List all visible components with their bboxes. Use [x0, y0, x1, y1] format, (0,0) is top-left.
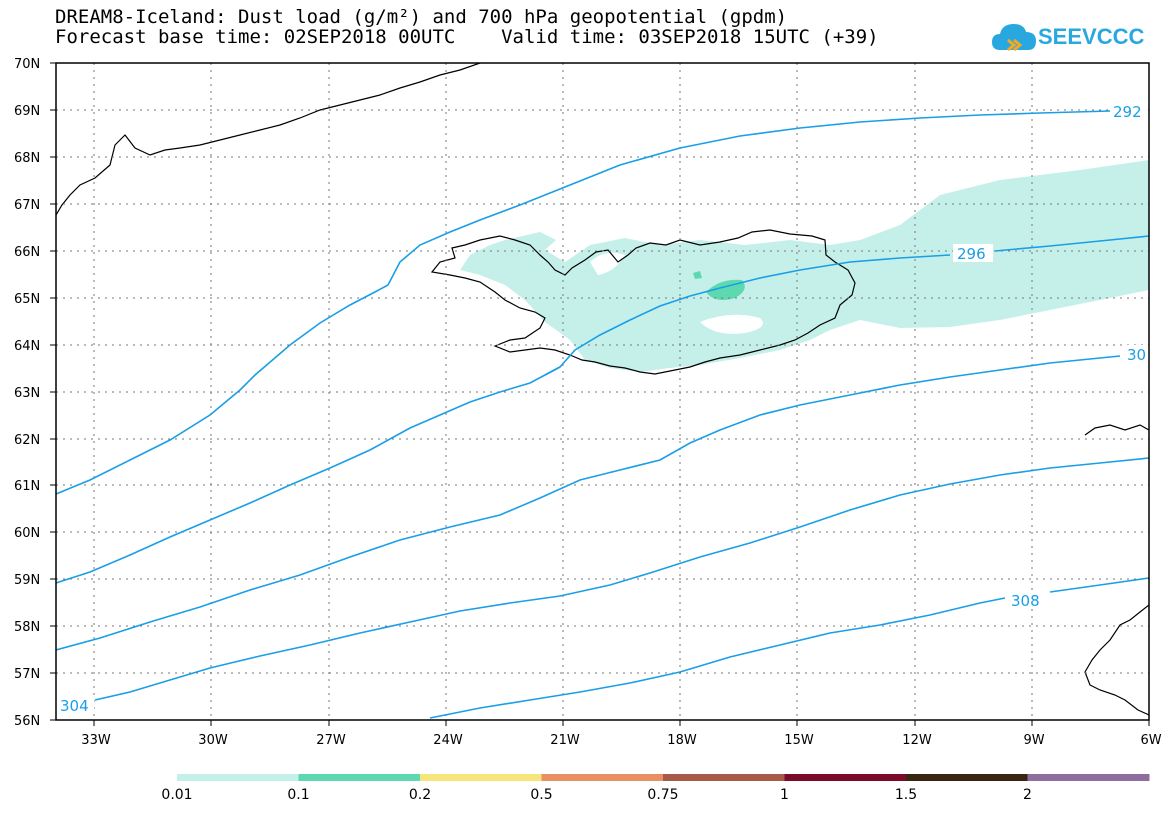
contour-300 — [56, 366, 561, 584]
contour-296-b — [994, 235, 1149, 252]
contour-label-304: 304 — [60, 697, 89, 715]
lat-label: 58N — [14, 620, 40, 635]
lat-label: 60N — [14, 526, 40, 541]
contour-label-308: 308 — [1011, 592, 1040, 610]
dust-hole-2 — [590, 252, 625, 275]
colorbar-swatch — [420, 774, 542, 781]
contour-label-300: 30 — [1127, 346, 1146, 364]
dust-hole — [700, 314, 763, 334]
ticks — [50, 62, 1150, 726]
contour-label-292: 292 — [1113, 103, 1142, 121]
colorbar-swatch — [298, 774, 421, 781]
grid — [56, 63, 1149, 720]
colorbar-swatch — [906, 774, 1028, 781]
lat-label: 59N — [14, 573, 40, 588]
lat-label: 68N — [14, 151, 40, 166]
lon-label: 24W — [433, 733, 463, 748]
lat-label: 57N — [14, 667, 40, 682]
contour-292 — [387, 110, 1111, 286]
contour-296 — [56, 254, 951, 495]
logo-text: SEEVCCC — [1038, 24, 1145, 49]
colorbar-swatch — [1027, 774, 1150, 781]
map-subtitle: Forecast base time: 02SEP2018 00UTC Vali… — [55, 26, 879, 48]
lon-label: 27W — [316, 733, 346, 748]
colorbar-label: 0.5 — [530, 787, 552, 803]
lat-label: 65N — [14, 292, 40, 307]
greenland-coast — [56, 63, 481, 216]
lat-label: 70N — [14, 57, 40, 72]
lon-label: 21W — [550, 733, 580, 748]
lon-label: 15W — [784, 733, 814, 748]
colorbar-label: 1.5 — [895, 787, 917, 803]
colorbar-swatch — [784, 774, 907, 781]
faroe-coast — [1084, 424, 1149, 436]
colorbar-label: 2 — [1023, 787, 1032, 803]
lat-label: 61N — [14, 479, 40, 494]
seevccc-logo: SEEVCCC — [990, 20, 1165, 60]
contour-308 — [429, 577, 1149, 719]
lat-label: 64N — [14, 339, 40, 354]
colorbar-label: 0.2 — [409, 787, 431, 803]
lon-label: 12W — [902, 733, 932, 748]
latitude-labels: 70N 69N 68N 67N 66N 65N 64N 63N 62N 61N … — [14, 57, 40, 729]
cloud-icon — [992, 24, 1036, 52]
lat-label: 62N — [14, 433, 40, 448]
colorbar-swatch — [177, 774, 299, 781]
contour-300-east — [56, 355, 1121, 651]
dust-area-mid-2 — [693, 271, 702, 279]
lon-label: 6W — [1140, 733, 1161, 748]
map-title: DREAM8-Iceland: Dust load (g/m²) and 700… — [55, 6, 788, 28]
geopotential-contours — [56, 110, 1149, 719]
lon-label: 9W — [1023, 733, 1044, 748]
coastlines — [56, 63, 1149, 716]
lat-label: 67N — [14, 198, 40, 213]
colorbar-label: 0.01 — [161, 787, 192, 803]
colorbar-swatch — [541, 774, 664, 781]
contour-label-296: 296 — [957, 245, 986, 263]
colorbar-label: 0.75 — [647, 787, 678, 803]
colorbar-label: 1 — [780, 787, 789, 803]
lat-label: 63N — [14, 386, 40, 401]
lat-label: 66N — [14, 245, 40, 260]
lat-label: 56N — [14, 714, 40, 729]
contour-304 — [94, 457, 1149, 701]
colorbar: 0.01 0.1 0.2 0.5 0.75 1 1.5 2 — [161, 774, 1150, 803]
iceland-coast — [430, 229, 856, 375]
longitude-labels: 33W 30W 27W 24W 21W 18W 15W 12W 9W 6W — [81, 733, 1161, 748]
colorbar-swatch — [663, 774, 785, 781]
lon-label: 30W — [198, 733, 228, 748]
lat-label: 69N — [14, 104, 40, 119]
contour-label-group: 292 296 30 304 308 — [58, 102, 1149, 715]
lon-label: 18W — [667, 733, 697, 748]
scotland-coast — [1084, 604, 1149, 716]
colorbar-label: 0.1 — [287, 787, 309, 803]
lon-label: 33W — [81, 733, 111, 748]
